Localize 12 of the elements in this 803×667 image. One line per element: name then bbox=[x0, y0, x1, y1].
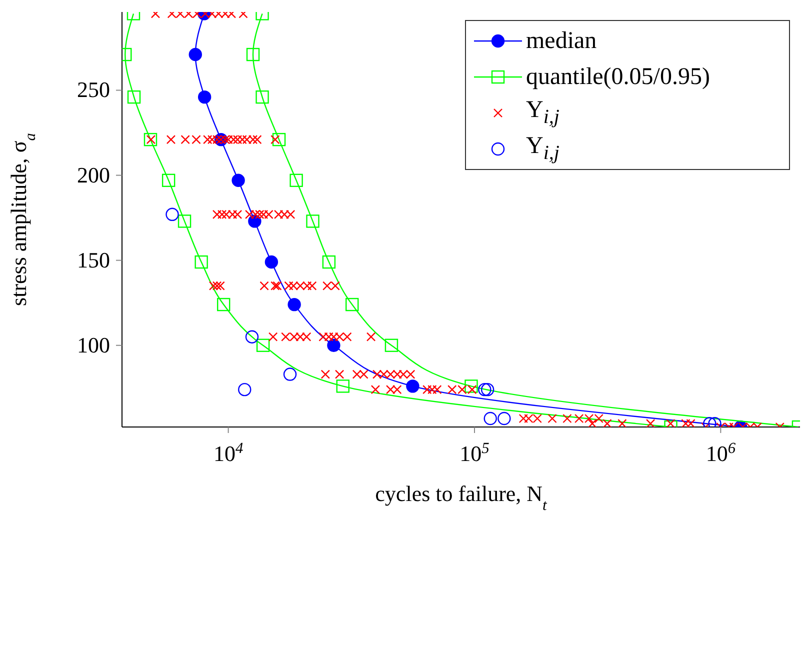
y-tick-label: 150 bbox=[77, 247, 110, 272]
legend-label: Y$_{i,j}$ bbox=[526, 133, 560, 164]
y-tick-label: 100 bbox=[77, 332, 110, 358]
x-tick-label: 10$^{5}$ bbox=[460, 440, 490, 466]
legend-label: quantile(0.05/0.95) bbox=[526, 64, 710, 90]
x-tick-label: 10$^{6}$ bbox=[706, 440, 736, 466]
y-tick-label: 200 bbox=[77, 162, 110, 188]
legend-label: Y$_{i,j}$ bbox=[526, 97, 560, 128]
legend-label: median bbox=[526, 28, 597, 54]
x-axis-title: cycles to failure, N$_{t}$ bbox=[375, 481, 548, 514]
y-tick-label: 250 bbox=[77, 77, 110, 102]
x-tick-label: 10$^{4}$ bbox=[213, 440, 244, 466]
